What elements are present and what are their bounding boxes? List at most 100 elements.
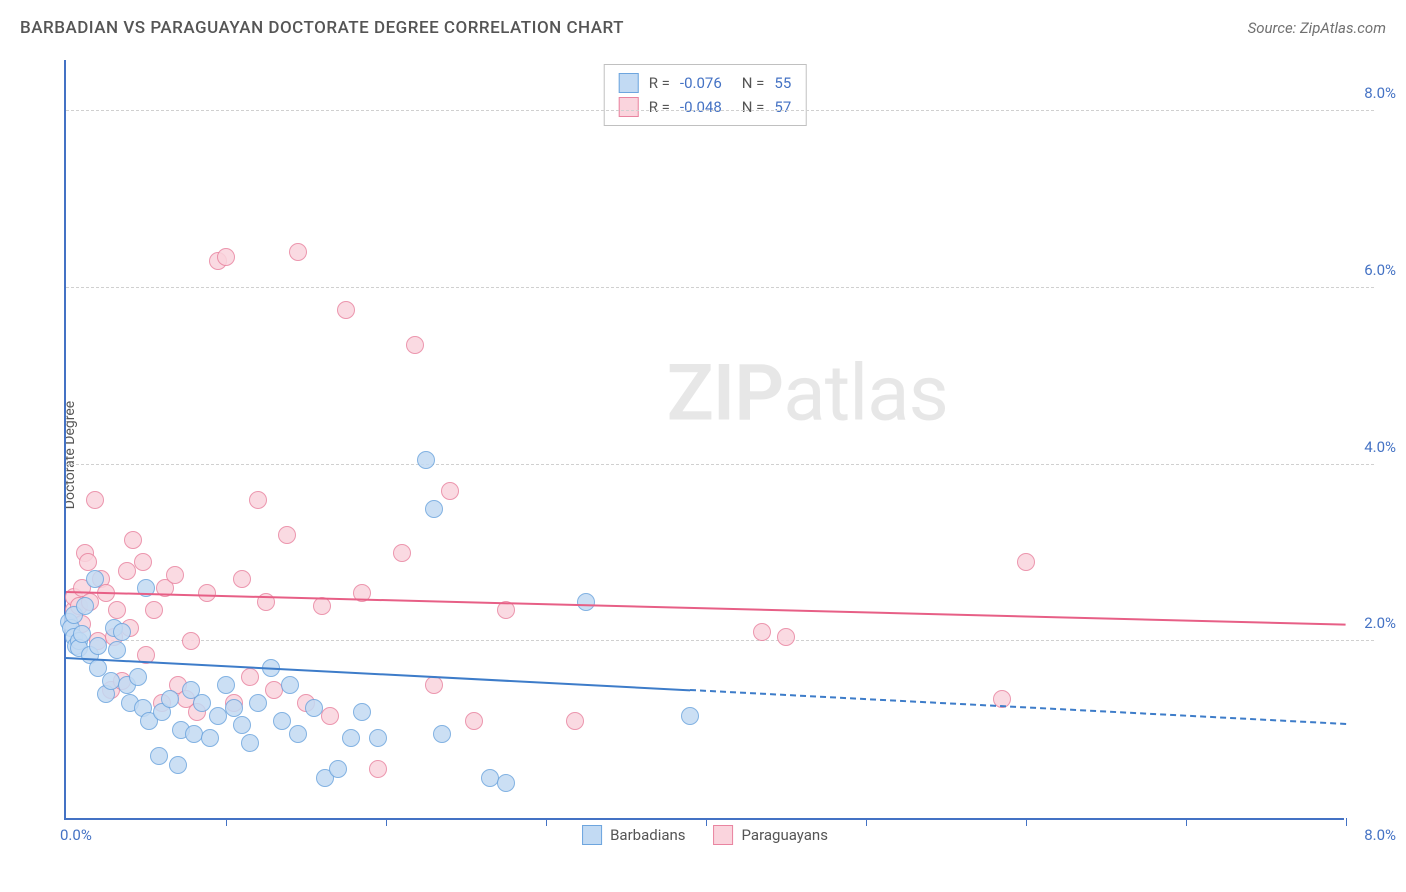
stats-n-label: N =: [742, 74, 765, 92]
stats-swatch: [619, 97, 639, 117]
scatter-point: [193, 694, 211, 712]
x-tick: [1026, 818, 1027, 826]
scatter-point: [497, 774, 515, 792]
scatter-point: [337, 301, 355, 319]
x-tick: [1346, 818, 1347, 826]
trend-line: [66, 657, 690, 691]
scatter-point: [281, 676, 299, 694]
trend-line: [690, 689, 1346, 725]
scatter-point: [124, 531, 142, 549]
scatter-point: [233, 570, 251, 588]
x-tick: [226, 818, 227, 826]
scatter-point: [76, 597, 94, 615]
stats-n-value: 55: [774, 74, 791, 92]
scatter-point: [406, 336, 424, 354]
scatter-point: [777, 628, 795, 646]
scatter-point: [1017, 553, 1035, 571]
scatter-point: [241, 668, 259, 686]
scatter-point: [108, 641, 126, 659]
scatter-point: [182, 632, 200, 650]
trend-line: [66, 591, 1346, 626]
scatter-point: [342, 729, 360, 747]
scatter-point: [86, 570, 104, 588]
y-tick-label: 8.0%: [1364, 84, 1396, 102]
grid-line: [66, 110, 1374, 111]
scatter-point: [79, 553, 97, 571]
stats-r-value: -0.048: [680, 98, 722, 116]
scatter-point: [225, 699, 243, 717]
scatter-point: [417, 451, 435, 469]
legend-item: Barbadians: [582, 825, 685, 845]
scatter-point: [233, 716, 251, 734]
grid-line: [66, 464, 1374, 465]
scatter-point: [150, 747, 168, 765]
stats-row: R = -0.076 N = 55: [619, 71, 792, 95]
scatter-point: [209, 707, 227, 725]
scatter-point: [241, 734, 259, 752]
scatter-point: [249, 491, 267, 509]
scatter-point: [161, 690, 179, 708]
chart-title: BARBADIAN VS PARAGUAYAN DOCTORATE DEGREE…: [20, 18, 624, 38]
x-tick-label: 8.0%: [1364, 826, 1396, 844]
x-tick: [386, 818, 387, 826]
scatter-point: [278, 526, 296, 544]
legend-swatch: [714, 825, 734, 845]
scatter-point: [465, 712, 483, 730]
scatter-point: [681, 707, 699, 725]
y-tick-label: 6.0%: [1364, 261, 1396, 279]
scatter-point: [289, 243, 307, 261]
stats-r-label: R =: [649, 74, 670, 92]
scatter-point: [217, 676, 235, 694]
scatter-point: [353, 703, 371, 721]
scatter-point: [566, 712, 584, 730]
stats-n-value: 57: [774, 98, 791, 116]
scatter-point: [369, 760, 387, 778]
stats-box: R = -0.076 N = 55 R = -0.048 N = 57: [604, 64, 807, 126]
stats-swatch: [619, 73, 639, 93]
scatter-point: [134, 553, 152, 571]
scatter-point: [145, 601, 163, 619]
x-tick: [1186, 818, 1187, 826]
scatter-point: [441, 482, 459, 500]
bottom-legend: Barbadians Paraguayans: [582, 825, 828, 845]
scatter-point: [89, 637, 107, 655]
scatter-point: [321, 707, 339, 725]
scatter-point: [201, 729, 219, 747]
stats-r-value: -0.076: [680, 74, 722, 92]
chart-container: Doctorate Degree ZIPatlas R =-0.076N =55…: [50, 60, 1380, 850]
grid-line: [66, 640, 1374, 641]
y-tick-label: 4.0%: [1364, 438, 1396, 456]
x-tick: [546, 818, 547, 826]
scatter-point: [166, 566, 184, 584]
x-tick: [866, 818, 867, 826]
stats-r-label: R =: [649, 98, 670, 116]
watermark: ZIPatlas: [667, 348, 948, 439]
scatter-point: [273, 712, 291, 730]
grid-line: [66, 287, 1374, 288]
y-tick-label: 2.0%: [1364, 614, 1396, 632]
scatter-point: [425, 500, 443, 518]
scatter-point: [217, 248, 235, 266]
scatter-point: [425, 676, 443, 694]
scatter-point: [393, 544, 411, 562]
scatter-point: [433, 725, 451, 743]
legend-label: Barbadians: [610, 826, 685, 844]
x-tick-label: 0.0%: [60, 826, 92, 844]
scatter-point: [369, 729, 387, 747]
legend-swatch: [582, 825, 602, 845]
scatter-point: [249, 694, 267, 712]
scatter-point: [289, 725, 307, 743]
scatter-point: [86, 491, 104, 509]
plot-area: ZIPatlas R =-0.076N =55R =-0.048N =57 Ba…: [64, 60, 1344, 820]
scatter-point: [753, 623, 771, 641]
scatter-point: [108, 601, 126, 619]
stats-row: R = -0.048 N = 57: [619, 95, 792, 119]
scatter-point: [73, 625, 91, 643]
legend-item: Paraguayans: [714, 825, 828, 845]
x-tick: [706, 818, 707, 826]
stats-n-label: N =: [742, 98, 765, 116]
scatter-point: [129, 668, 147, 686]
scatter-point: [329, 760, 347, 778]
scatter-point: [198, 584, 216, 602]
scatter-point: [305, 699, 323, 717]
